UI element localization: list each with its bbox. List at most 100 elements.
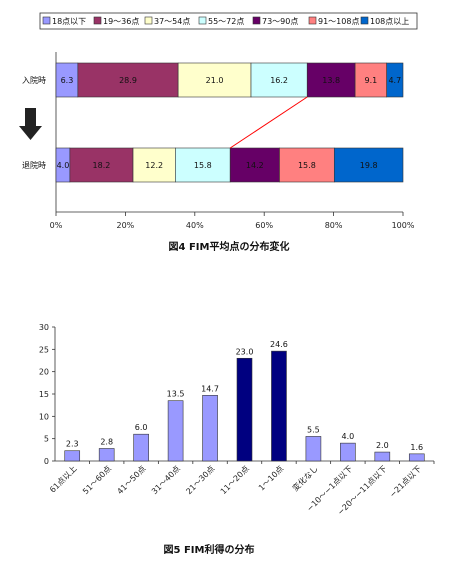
- legend-swatch: [252, 16, 261, 25]
- bar: [340, 442, 356, 462]
- y-tick-label: 15: [39, 390, 49, 399]
- bar-value-label: 24.6: [270, 340, 288, 349]
- x-tick-label: 100%: [392, 221, 415, 230]
- legend-swatch: [308, 16, 317, 25]
- segment-value-label: 28.9: [119, 76, 137, 85]
- y-tick-label: 5: [44, 435, 49, 444]
- bar-value-label: 2.0: [376, 441, 389, 450]
- connector-line: [229, 96, 308, 149]
- segment-value-label: 16.2: [270, 76, 288, 85]
- bar-value-label: 1.6: [410, 443, 423, 452]
- legend-frame: [39, 12, 418, 30]
- legend-swatch: [360, 16, 369, 25]
- category-label: 入院時: [22, 75, 46, 85]
- bar: [167, 400, 184, 462]
- legend-label: 18点以下: [52, 17, 86, 26]
- stacked-bar-segment: [279, 147, 335, 183]
- stacked-bar-segment: [177, 62, 252, 98]
- bar: [236, 357, 253, 462]
- legend-label: 73〜90点: [262, 17, 298, 26]
- fig4-caption: 図4 FIM平均点の分布変化: [169, 240, 290, 253]
- stacked-bar-segment: [333, 147, 404, 183]
- fig5-caption: 図5 FIM利得の分布: [164, 543, 255, 556]
- bar-value-label: 6.0: [135, 423, 148, 432]
- legend-label: 37〜54点: [154, 17, 190, 26]
- stacked-bar-segment: [175, 147, 231, 183]
- down-arrow-icon: [19, 108, 42, 140]
- segment-value-label: 19.8: [360, 161, 378, 170]
- fig4-legend: 18点以下 19〜36点 37〜54点 55〜72点 73〜90点 91〜108点 108点…: [39, 12, 418, 30]
- legend-label: 108点以上: [370, 17, 409, 26]
- bar-value-label: 2.8: [100, 437, 113, 446]
- bar-value-label: 5.5: [307, 425, 320, 434]
- legend-swatch: [42, 16, 51, 25]
- arrow-head: [19, 126, 42, 140]
- fig5-chart: 0 5 10 15 20 25 30 2.3 61点以上 2.8 51〜60点 6.0 41〜50点 13…: [39, 323, 435, 556]
- bar-value-label: 4.0: [341, 432, 354, 441]
- legend-swatch: [198, 16, 207, 25]
- legend-swatch: [144, 16, 153, 25]
- segment-value-label: 15.8: [194, 161, 212, 170]
- arrow-shaft: [25, 108, 36, 127]
- bar: [64, 450, 81, 462]
- legend-item: 37〜54点: [144, 16, 190, 26]
- x-tick-label: 61点以上: [48, 464, 79, 495]
- x-tick-label: 1〜10点: [257, 464, 285, 492]
- segment-value-label: 15.8: [298, 161, 316, 170]
- x-tick-label: 11〜20点: [219, 464, 251, 496]
- stacked-bar-segment: [354, 62, 387, 98]
- fig4-chart: 18点以下 19〜36点 37〜54点 55〜72点 73〜90点 91〜108点 108点…: [19, 12, 418, 253]
- x-tick-label: 51〜60点: [81, 464, 113, 496]
- x-tick-label: −21点以下: [388, 464, 423, 499]
- segment-value-label: 6.3: [61, 76, 74, 85]
- y-tick-label: 10: [39, 412, 49, 421]
- segment-value-label: 13.8: [322, 76, 340, 85]
- legend-item: 18点以下: [42, 16, 86, 26]
- legend-item: 91〜108点: [308, 16, 359, 26]
- y-tick-label: 25: [39, 345, 49, 354]
- stacked-bar-segment: [306, 62, 356, 98]
- segment-value-label: 9.1: [365, 76, 378, 85]
- legend-swatch: [93, 16, 102, 25]
- stacked-bar-segment: [250, 62, 308, 98]
- bar-value-label: 2.3: [66, 440, 79, 449]
- x-tick-label: 60%: [255, 221, 273, 230]
- bar-value-label: 13.5: [167, 390, 185, 399]
- x-tick-label: 0%: [50, 221, 63, 230]
- x-tick-label: 20%: [117, 221, 135, 230]
- bar: [271, 350, 287, 462]
- bar: [202, 395, 218, 462]
- legend-item: 108点以上: [360, 16, 409, 26]
- segment-value-label: 4.7: [388, 76, 401, 85]
- x-tick-label: 41〜50点: [115, 464, 147, 496]
- legend-label: 19〜36点: [103, 17, 139, 26]
- y-tick-label: 20: [39, 368, 49, 377]
- bar: [374, 451, 391, 462]
- stacked-bar-segment: [132, 147, 176, 183]
- stacked-bar-segment: [77, 62, 179, 98]
- x-tick-label: 変化なし: [290, 463, 320, 493]
- bar: [98, 448, 115, 462]
- y-tick-label: 0: [44, 457, 49, 466]
- bar: [305, 436, 322, 462]
- legend-item: 19〜36点: [93, 16, 139, 26]
- x-tick-label: 40%: [186, 221, 204, 230]
- segment-value-label: 4.0: [57, 161, 70, 170]
- segment-value-label: 18.2: [93, 161, 111, 170]
- bar: [408, 453, 425, 462]
- bar: [133, 433, 149, 462]
- stacked-bar-segment: [229, 147, 280, 183]
- bar-value-label: 23.0: [236, 347, 254, 356]
- legend-item: 55〜72点: [198, 16, 244, 26]
- legend-item: 73〜90点: [252, 16, 298, 26]
- bar-value-label: 14.7: [201, 384, 219, 393]
- y-tick-label: 30: [39, 323, 49, 332]
- segment-value-label: 21.0: [206, 76, 224, 85]
- segment-value-label: 14.2: [246, 161, 264, 170]
- category-label: 退院時: [22, 160, 46, 170]
- segment-value-label: 12.2: [145, 161, 163, 170]
- x-tick-label: 31〜40点: [150, 464, 182, 496]
- legend-label: 91〜108点: [318, 17, 359, 26]
- stacked-bar-segment: [69, 147, 134, 183]
